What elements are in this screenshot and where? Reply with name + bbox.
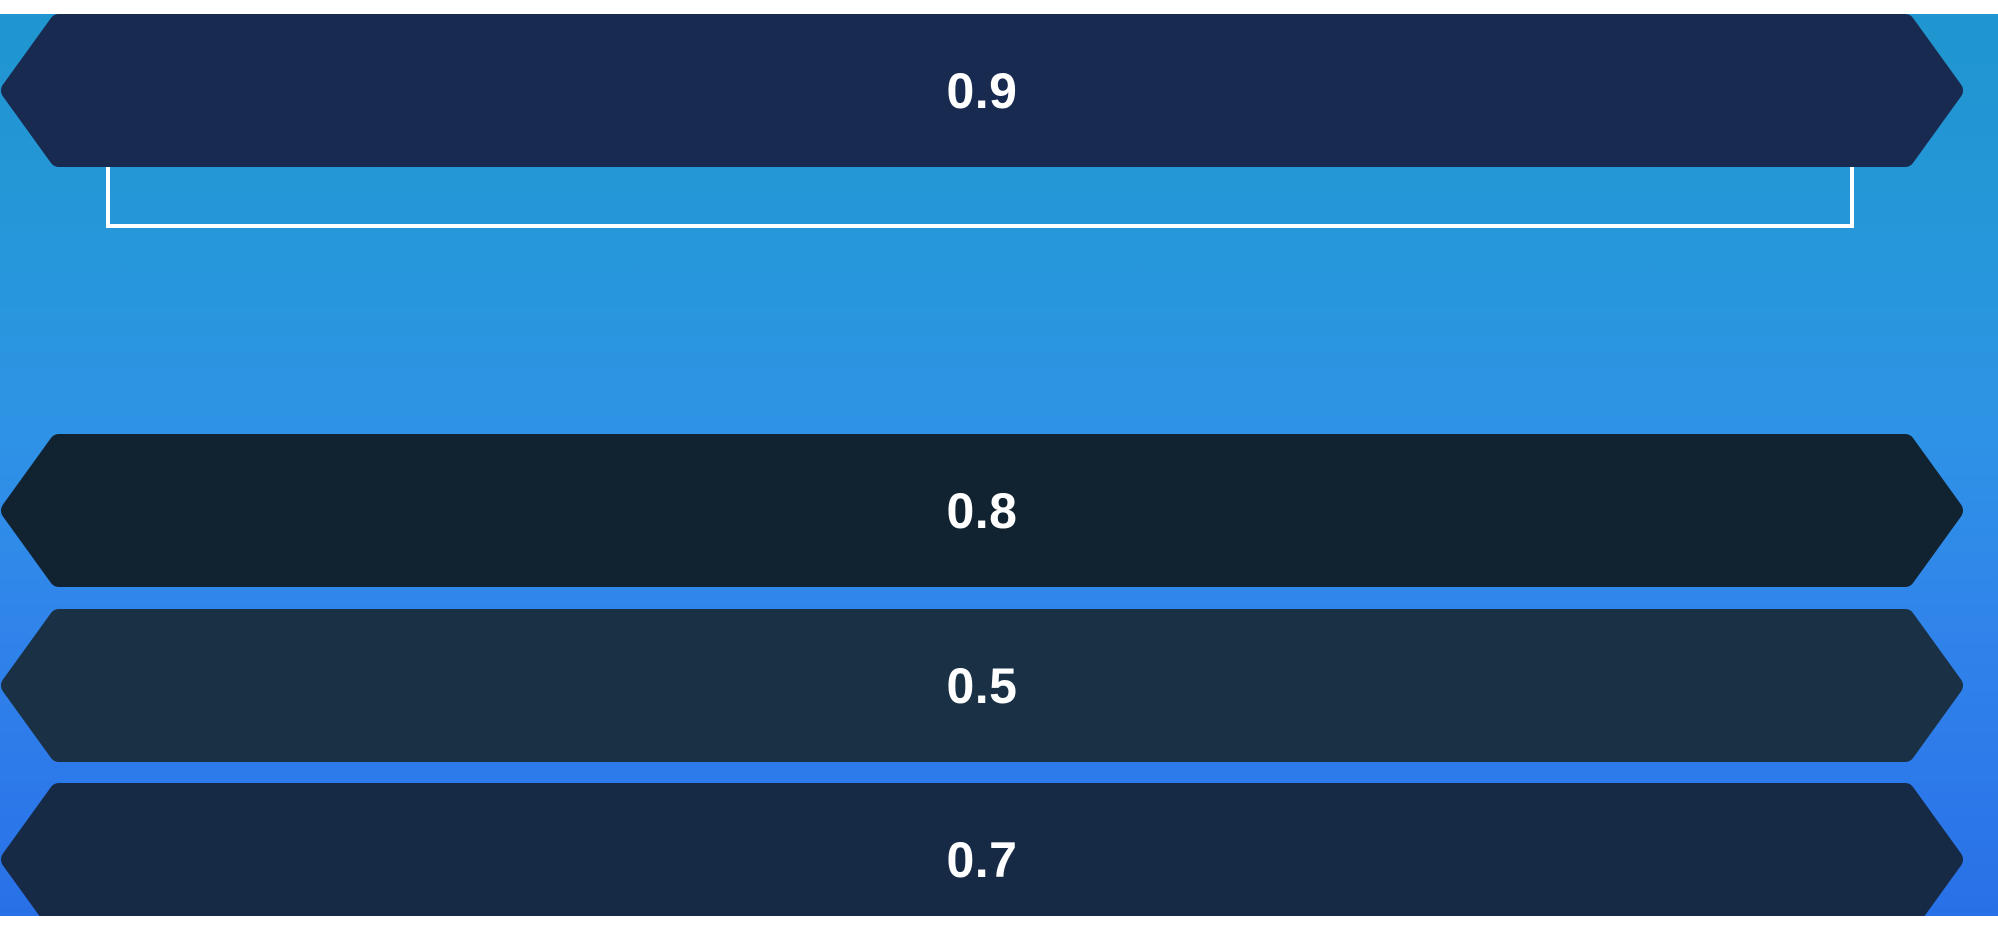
answer-option-3[interactable]: 0.7: [1, 783, 1963, 916]
answer-bar-shape: [1, 783, 1963, 916]
answer-option-4[interactable]: 0.9: [1, 14, 1963, 167]
answer-bar-shape: [1, 14, 1963, 167]
top-white-strip: [0, 0, 1998, 14]
quiz-stage: In this class, we consider a sample corr…: [0, 14, 1998, 916]
answer-bar-shape: [1, 609, 1963, 762]
answer-label: 0.9: [946, 62, 1018, 119]
answer-label: 0.7: [946, 831, 1018, 888]
answer-option-2[interactable]: 0.5: [1, 609, 1963, 762]
answer-label: 0.8: [946, 482, 1018, 539]
answer-label: 0.5: [946, 657, 1018, 714]
bottom-white-strip: [0, 916, 1998, 930]
answer-option-1[interactable]: 0.8: [1, 434, 1963, 587]
answer-bar-shape: [1, 434, 1963, 587]
